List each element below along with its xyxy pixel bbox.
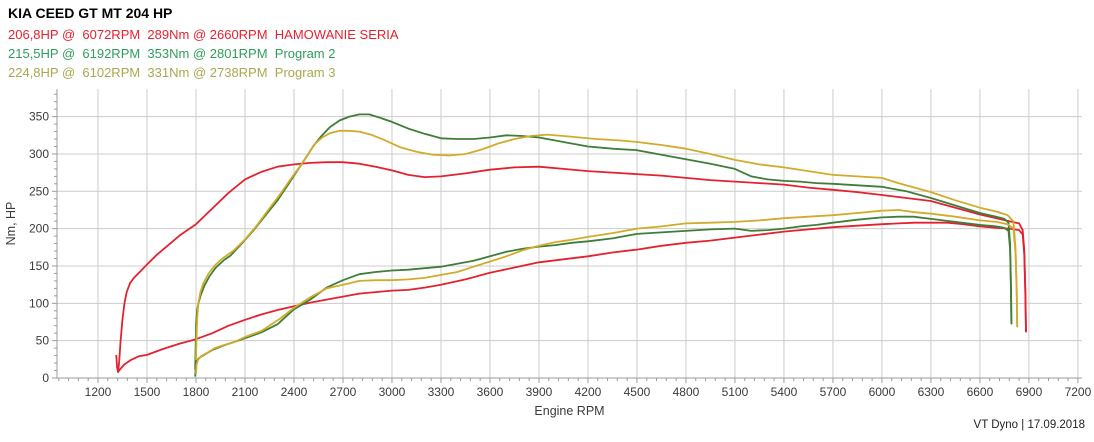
x-tick-label-1500: 1500 — [134, 385, 161, 399]
x-tick-label-1200: 1200 — [85, 385, 112, 399]
legend-line-1: 206,8HP @ 6072RPM 289Nm @ 2660RPM HAMOWA… — [8, 27, 399, 42]
y-tick-label-250: 250 — [29, 184, 49, 198]
x-tick-label-1800: 1800 — [183, 385, 210, 399]
x-tick-label-3000: 3000 — [379, 385, 406, 399]
x-tick-label-3300: 3300 — [428, 385, 455, 399]
curve-hamowanie-seria-power-hp — [117, 221, 1027, 373]
y-tick-label-50: 50 — [36, 334, 50, 348]
curve-hamowanie-seria-torque-nm — [115, 161, 1027, 373]
x-tick-label-6900: 6900 — [1016, 385, 1043, 399]
x-tick-label-5700: 5700 — [820, 385, 847, 399]
curve-program-2-power-hp — [194, 215, 1013, 377]
x-tick-label-4800: 4800 — [673, 385, 700, 399]
y-tick-label-300: 300 — [29, 147, 49, 161]
x-tick-label-5100: 5100 — [722, 385, 749, 399]
legend-line-3: 224,8HP @ 6102RPM 331Nm @ 2738RPM Progra… — [8, 65, 336, 80]
y-tick-label-150: 150 — [29, 259, 49, 273]
x-tick-label-6000: 6000 — [869, 385, 896, 399]
x-axis-title: Engine RPM — [534, 404, 604, 418]
curve-program-2-torque-nm — [194, 113, 1013, 370]
y-tick-label-350: 350 — [29, 110, 49, 124]
y-axis-title: Nm, HP — [4, 202, 18, 246]
x-tick-label-2700: 2700 — [330, 385, 357, 399]
x-tick-label-3600: 3600 — [477, 385, 504, 399]
y-tick-label-200: 200 — [29, 222, 49, 236]
x-tick-label-6300: 6300 — [918, 385, 945, 399]
x-tick-label-5400: 5400 — [771, 385, 798, 399]
run-legend: 206,8HP @ 6072RPM 289Nm @ 2660RPM HAMOWA… — [8, 25, 399, 82]
x-tick-label-4500: 4500 — [624, 385, 651, 399]
curve-program-3-torque-nm — [195, 129, 1019, 361]
x-tick-label-4200: 4200 — [575, 385, 602, 399]
curve-program-3-power-hp — [195, 209, 1019, 375]
legend-line-2: 215,5HP @ 6192RPM 353Nm @ 2801RPM Progra… — [8, 46, 336, 61]
page-title: KIA CEED GT MT 204 HP — [8, 5, 173, 21]
watermark-text: VT Dyno | 17.09.2018 — [973, 419, 1085, 431]
x-tick-label-2400: 2400 — [281, 385, 308, 399]
y-tick-label-0: 0 — [42, 371, 49, 385]
x-tick-label-6600: 6600 — [967, 385, 994, 399]
x-tick-label-3900: 3900 — [526, 385, 553, 399]
x-tick-label-2100: 2100 — [232, 385, 259, 399]
y-tick-label-100: 100 — [29, 296, 49, 310]
x-tick-label-7200: 7200 — [1065, 385, 1092, 399]
